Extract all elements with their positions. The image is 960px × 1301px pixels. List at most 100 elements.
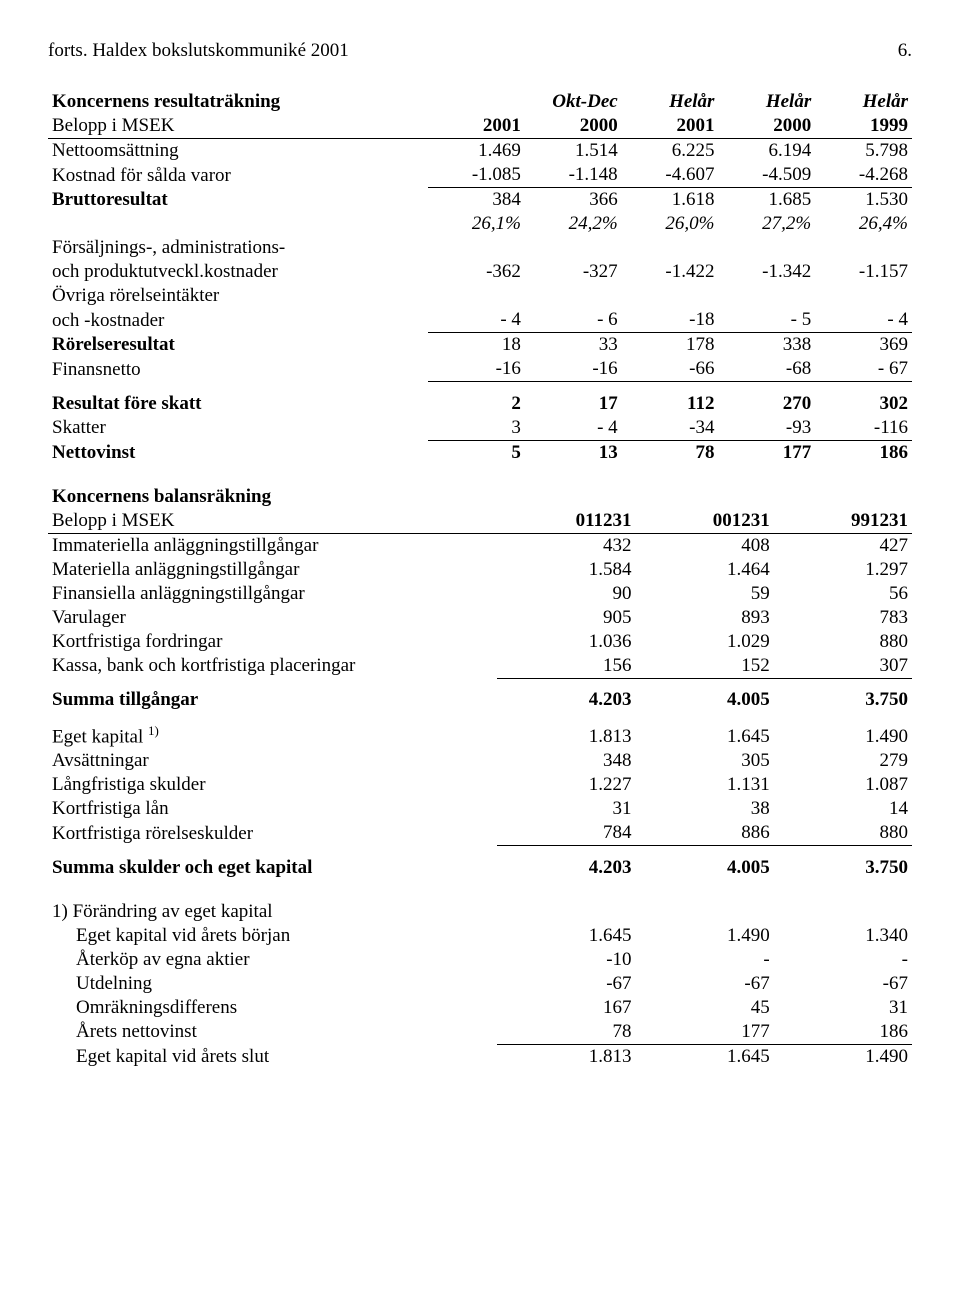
row-label: Materiella anläggningstillgångar <box>48 558 497 582</box>
cell: -362 <box>428 260 525 284</box>
cell: 186 <box>815 440 912 465</box>
cell: 279 <box>774 749 912 773</box>
col-group-oktdec: Okt-Dec <box>428 90 622 114</box>
cell: 369 <box>815 333 912 358</box>
cell: - 4 <box>525 416 622 441</box>
cell: 1.490 <box>636 924 774 948</box>
cell: -1.085 <box>428 163 525 188</box>
row-label: Finansnetto <box>48 357 428 382</box>
cell: 14 <box>774 797 912 821</box>
row-label: och produktutveckl.kostnader <box>48 260 428 284</box>
row-label: Bruttoresultat <box>48 188 428 213</box>
doc-continuation-label: forts. Haldex bokslutskommuniké 2001 <box>48 40 349 62</box>
cell: 1.490 <box>774 722 912 749</box>
cell: -16 <box>428 357 525 382</box>
row-label: Nettoomsättning <box>48 139 428 164</box>
col-group-helar-1: Helår <box>622 90 719 114</box>
cell: -4.607 <box>622 163 719 188</box>
cell: 177 <box>636 1020 774 1045</box>
row-label: Årets nettovinst <box>48 1020 497 1045</box>
cell: 78 <box>497 1020 635 1045</box>
col-group-helar-2: Helår <box>718 90 815 114</box>
cell: 2 <box>428 392 525 416</box>
col-group-helar-3: Helår <box>815 90 912 114</box>
row-label: Eget kapital 1) <box>48 722 497 749</box>
cell: -18 <box>622 308 719 333</box>
cell: 432 <box>497 533 635 558</box>
footnote-title: 1) Förändring av eget kapital <box>48 900 912 924</box>
cell: 31 <box>497 797 635 821</box>
row-label <box>48 212 428 236</box>
cell: 880 <box>774 630 912 654</box>
cell: 1.685 <box>718 188 815 213</box>
col-date: 001231 <box>636 509 774 534</box>
cell: 1.813 <box>497 722 635 749</box>
cell: 3.750 <box>774 688 912 712</box>
cell: 24,2% <box>525 212 622 236</box>
cell: -67 <box>497 972 635 996</box>
cell: 408 <box>636 533 774 558</box>
cell: 45 <box>636 996 774 1020</box>
col-date: 991231 <box>774 509 912 534</box>
cell: - <box>774 948 912 972</box>
cell: - 67 <box>815 357 912 382</box>
cell: 1.131 <box>636 773 774 797</box>
row-label: Övriga rörelseintäkter <box>48 284 428 308</box>
row-label: Skatter <box>48 416 428 441</box>
cell: 156 <box>497 654 635 679</box>
cell: - 5 <box>718 308 815 333</box>
row-label: Eget kapital vid årets slut <box>48 1044 497 1069</box>
col-date: 011231 <box>497 509 635 534</box>
row-label: Försäljnings-, administrations- <box>48 236 428 260</box>
cell: 38 <box>636 797 774 821</box>
income-statement-table: Koncernens resultaträkning Okt-Dec Helår… <box>48 90 912 465</box>
cell: 26,4% <box>815 212 912 236</box>
balance-sheet-table: Koncernens balansräkning Belopp i MSEK 0… <box>48 485 912 880</box>
cell: 880 <box>774 821 912 846</box>
row-label: Kortfristiga rörelseskulder <box>48 821 497 846</box>
row-label: Resultat före skatt <box>48 392 428 416</box>
cell: - 6 <box>525 308 622 333</box>
cell: -34 <box>622 416 719 441</box>
row-label: Återköp av egna aktier <box>48 948 497 972</box>
row-label: Summa tillgångar <box>48 688 497 712</box>
cell: 893 <box>636 606 774 630</box>
equity-change-table: 1) Förändring av eget kapital Eget kapit… <box>48 900 912 1069</box>
cell: -4.268 <box>815 163 912 188</box>
cell: 784 <box>497 821 635 846</box>
row-label: Omräkningsdifferens <box>48 996 497 1020</box>
cell: 152 <box>636 654 774 679</box>
footnote-ref: 1) <box>148 723 159 738</box>
cell: 18 <box>428 333 525 358</box>
row-label: Utdelning <box>48 972 497 996</box>
cell: - 4 <box>428 308 525 333</box>
cell: 366 <box>525 188 622 213</box>
cell: 1.645 <box>497 924 635 948</box>
cell: 307 <box>774 654 912 679</box>
cell: 186 <box>774 1020 912 1045</box>
cell: 112 <box>622 392 719 416</box>
cell: 1.584 <box>497 558 635 582</box>
row-label: och -kostnader <box>48 308 428 333</box>
cell: 3.750 <box>774 856 912 880</box>
cell: -116 <box>815 416 912 441</box>
cell: 1.645 <box>636 1044 774 1069</box>
cell: 1.036 <box>497 630 635 654</box>
row-label: Kostnad för sålda varor <box>48 163 428 188</box>
cell: -66 <box>622 357 719 382</box>
cell: 17 <box>525 392 622 416</box>
cell: 90 <box>497 582 635 606</box>
row-label: Rörelseresultat <box>48 333 428 358</box>
cell: -67 <box>636 972 774 996</box>
cell: 270 <box>718 392 815 416</box>
cell: 26,1% <box>428 212 525 236</box>
cell: - <box>636 948 774 972</box>
cell: 1.464 <box>636 558 774 582</box>
cell: -16 <box>525 357 622 382</box>
row-label-text: Eget kapital <box>52 726 143 747</box>
cell: 1.340 <box>774 924 912 948</box>
cell: -68 <box>718 357 815 382</box>
amount-unit-label: Belopp i MSEK <box>48 114 428 139</box>
row-label: Nettovinst <box>48 440 428 465</box>
row-label: Summa skulder och eget kapital <box>48 856 497 880</box>
